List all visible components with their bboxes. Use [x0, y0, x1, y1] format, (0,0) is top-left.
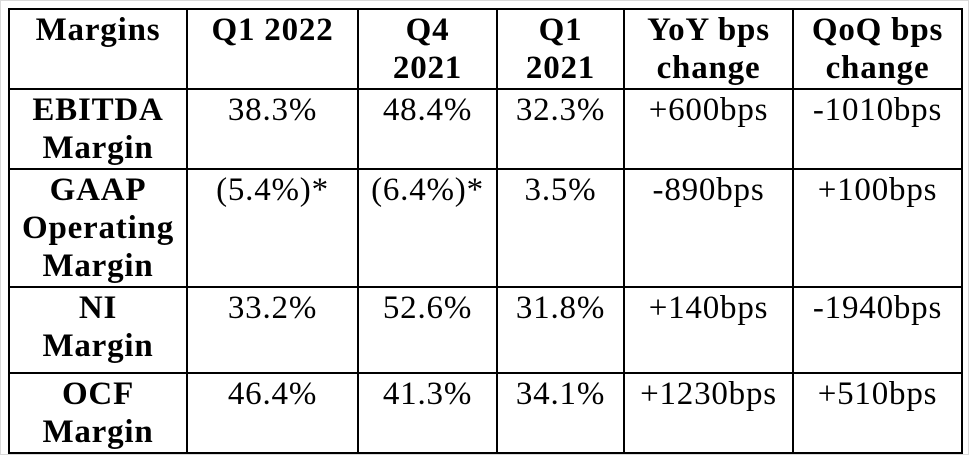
column-header-margins: Margins [8, 8, 188, 90]
column-header-qoq-bps-change: QoQ bps change [792, 8, 963, 90]
cell-ebitda-q1-2022: 38.3% [186, 88, 359, 170]
column-header-q4-2021: Q4 2021 [357, 8, 498, 90]
cell-ni-yoy-change: +140bps [623, 286, 794, 374]
cell-ebitda-q1-2021: 32.3% [496, 88, 625, 170]
cell-ebitda-q4-2021: 48.4% [357, 88, 498, 170]
cell-ocf-yoy-change: +1230bps [623, 372, 794, 454]
header-row: Margins Q1 2022 Q4 2021 Q1 2021 YoY bps … [8, 8, 963, 90]
cell-ni-qoq-change: -1940bps [792, 286, 963, 374]
cell-ocf-q1-2021: 34.1% [496, 372, 625, 454]
cell-ni-q1-2022: 33.2% [186, 286, 359, 374]
table-row-ocf-margin: OCF Margin 46.4% 41.3% 34.1% +1230bps +5… [8, 372, 963, 454]
table-row-ebitda-margin: EBITDA Margin 38.3% 48.4% 32.3% +600bps … [8, 88, 963, 170]
table-row-gaap-operating-margin: GAAP Operating Margin (5.4%)* (6.4%)* 3.… [8, 168, 963, 288]
margins-table: Margins Q1 2022 Q4 2021 Q1 2021 YoY bps … [8, 8, 963, 454]
row-label-ebitda-margin: EBITDA Margin [8, 88, 188, 170]
table-row-ni-margin: NI Margin 33.2% 52.6% 31.8% +140bps -194… [8, 286, 963, 374]
row-label-ocf-margin: OCF Margin [8, 372, 188, 454]
row-label-gaap-operating-margin: GAAP Operating Margin [8, 168, 188, 288]
cell-ni-q4-2021: 52.6% [357, 286, 498, 374]
cell-ocf-q4-2021: 41.3% [357, 372, 498, 454]
column-header-q1-2022: Q1 2022 [186, 8, 359, 90]
column-header-q1-2021: Q1 2021 [496, 8, 625, 90]
cell-gaap-yoy-change: -890bps [623, 168, 794, 288]
cell-ocf-qoq-change: +510bps [792, 372, 963, 454]
cell-ni-q1-2021: 31.8% [496, 286, 625, 374]
cell-ebitda-yoy-change: +600bps [623, 88, 794, 170]
column-header-yoy-bps-change: YoY bps change [623, 8, 794, 90]
cell-ebitda-qoq-change: -1010bps [792, 88, 963, 170]
cell-gaap-q1-2022: (5.4%)* [186, 168, 359, 288]
cell-gaap-q1-2021: 3.5% [496, 168, 625, 288]
cell-gaap-q4-2021: (6.4%)* [357, 168, 498, 288]
row-label-ni-margin: NI Margin [8, 286, 188, 374]
cell-gaap-qoq-change: +100bps [792, 168, 963, 288]
cell-ocf-q1-2022: 46.4% [186, 372, 359, 454]
